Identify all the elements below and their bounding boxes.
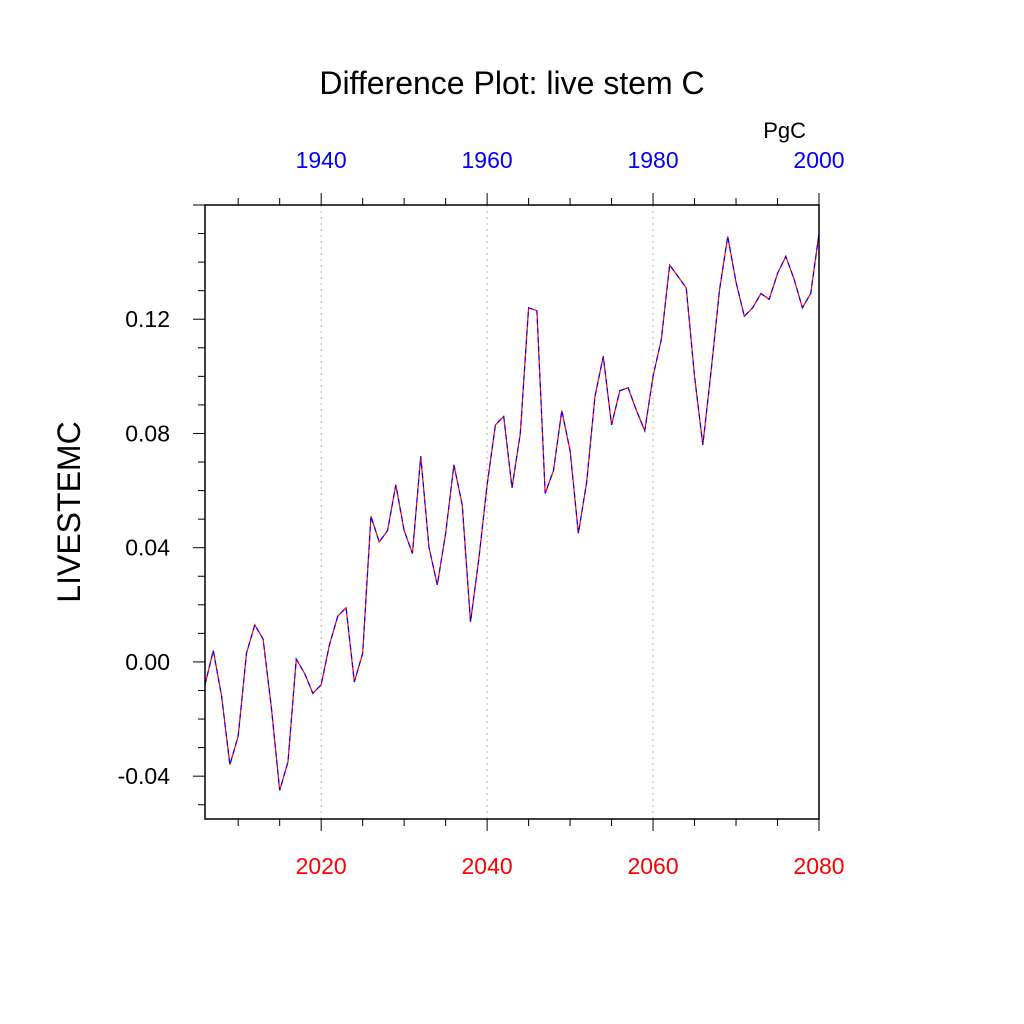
bottom-tick-label: 2080 <box>793 853 844 879</box>
series-line-blue <box>204 233 820 791</box>
y-axis-label: LIVESTEMC <box>51 421 87 602</box>
bottom-tick-label: 2060 <box>627 853 678 879</box>
series-line-red <box>204 233 820 791</box>
top-tick-label: 2000 <box>793 147 844 173</box>
grid <box>320 205 654 819</box>
y-tick-label: 0.00 <box>125 649 170 675</box>
axis-ticks <box>193 193 820 831</box>
plot-lines <box>204 233 820 791</box>
y-tick-label: 0.04 <box>125 535 170 561</box>
tick-labels: 2020 2040 2060 2080 1940 1960 1980 2000 -0.04 0.0… <box>118 147 845 879</box>
bottom-tick-label: 2020 <box>296 853 347 879</box>
bottom-tick-label: 2040 <box>462 853 513 879</box>
plot-frame <box>204 204 820 820</box>
top-tick-label: 1960 <box>462 147 513 173</box>
y-tick-label: -0.04 <box>118 763 171 789</box>
y-tick-label: 0.12 <box>125 306 170 332</box>
y-tick-label: 0.08 <box>125 420 170 446</box>
top-tick-label: 1940 <box>296 147 347 173</box>
units-label: PgC <box>763 118 806 143</box>
chart-title: Difference Plot: live stem C <box>319 65 704 101</box>
top-tick-label: 1980 <box>627 147 678 173</box>
